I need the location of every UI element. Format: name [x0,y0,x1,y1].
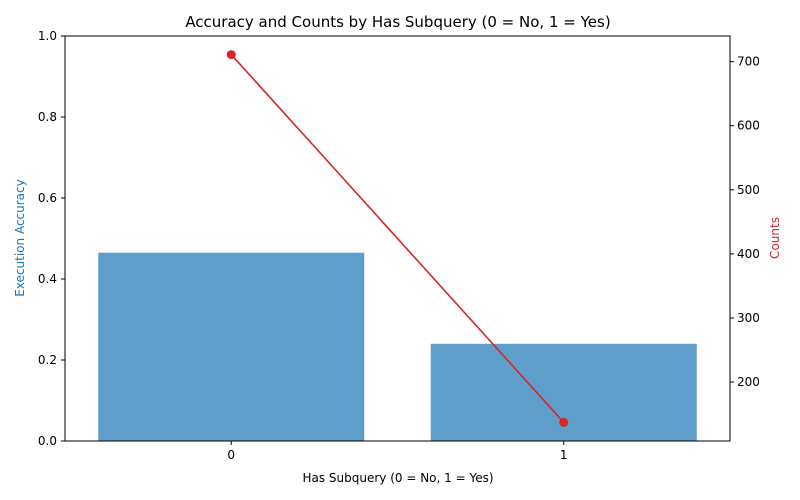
counts-point-0 [226,50,236,60]
line-layer [226,50,569,427]
left-tick-label: 0.0 [38,434,57,448]
right-tick-label: 200 [737,375,760,389]
right-tick-label: 600 [737,119,760,133]
plot-frame [64,35,731,442]
right-axis-label: Counts [768,217,782,259]
x-tick-label: 1 [560,448,568,462]
x-axis-label: Has Subquery (0 = No, 1 = Yes) [302,471,493,485]
right-tick-label: 400 [737,247,760,261]
counts-line [230,54,565,423]
left-tick-label: 0.8 [38,110,57,124]
left-tick-label: 0.4 [38,272,57,286]
left-axis-ticks: 0.0 0.2 0.4 0.6 0.8 1.0 [38,29,65,448]
left-tick-label: 0.2 [38,353,57,367]
counts-point-1 [559,417,569,427]
right-axis-ticks: 200 300 400 500 600 700 [730,55,760,389]
right-tick-label: 300 [737,311,760,325]
right-tick-label: 500 [737,183,760,197]
right-tick-label: 700 [737,55,760,69]
x-tick-label: 0 [227,448,235,462]
left-tick-label: 1.0 [38,29,57,43]
chart-title: Accuracy and Counts by Has Subquery (0 =… [185,13,610,31]
bar-0 [98,252,365,441]
bars-layer [98,252,697,441]
left-axis-label: Execution Accuracy [13,179,27,297]
left-tick-label: 0.6 [38,191,57,205]
